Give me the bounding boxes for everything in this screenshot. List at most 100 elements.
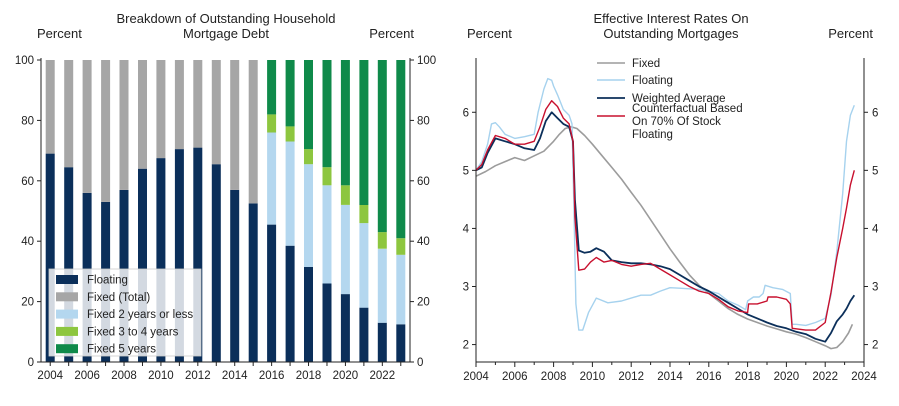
line-legend-label-line: Floating: [632, 129, 673, 141]
line-legend-label: Weighted Average: [632, 93, 726, 105]
bar-2022-fixed-5-years: [377, 60, 387, 233]
bar-right-tick-label: 60: [417, 176, 430, 188]
bar-x-tick-label: 2006: [74, 370, 100, 382]
bar-left-tick-label: 40: [21, 236, 34, 248]
bar-2020-fixed-3-to-4-years: [340, 185, 350, 205]
interest-rate-line-chart: Effective Interest Rates On Outstanding …: [463, 11, 879, 383]
bar-2004-floating: [45, 153, 55, 362]
bar-2018-floating: [304, 266, 313, 362]
bar-2011-fixed-total-: [174, 60, 184, 150]
bar-right-tick-label: 40: [417, 236, 430, 248]
bar-legend-swatch: [56, 309, 78, 319]
bar-2006-fixed-total-: [82, 60, 92, 193]
bar-2016-fixed-5-years: [267, 60, 277, 115]
line-left-tick-label: 5: [463, 165, 469, 177]
bar-chart-left-unit-label: Percent: [37, 26, 82, 41]
bar-right-tick-label: 20: [417, 297, 430, 309]
bar-2005-fixed-total-: [64, 60, 74, 168]
bar-x-tick-label: 2008: [111, 370, 137, 382]
line-x-tick-label: 2024: [851, 371, 877, 383]
line-x-tick-label: 2020: [774, 371, 800, 383]
bar-legend-label: Fixed 3 to 4 years: [87, 326, 179, 338]
bar-left-tick-label: 100: [15, 55, 34, 67]
bar-2023-floating: [396, 324, 406, 363]
bar-2020-fixed-2-years-or-less: [340, 205, 350, 295]
bar-2020-floating: [340, 294, 350, 362]
line-chart-legend: Fixed Floating Weighted AverageCounterfact…: [597, 58, 743, 141]
bar-2018-fixed-3-to-4-years: [304, 149, 313, 165]
bar-x-tick-label: 2022: [370, 370, 396, 382]
bar-left-tick-label: 0: [28, 357, 34, 369]
line-legend-label-line: Counterfactual Based: [632, 103, 743, 115]
line-series-floating: [475, 77, 855, 331]
bar-2019-fixed-2-years-or-less: [322, 185, 332, 284]
bar-x-tick-label: 2010: [148, 370, 174, 382]
bar-legend-swatch: [56, 292, 78, 302]
line-x-tick-label: 2014: [657, 371, 683, 383]
bar-legend-label: Fixed (Total): [87, 292, 150, 304]
bar-right-tick-label: 80: [417, 115, 430, 127]
line-chart-right-unit-label: Percent: [828, 26, 873, 41]
bar-2012-fixed-total-: [193, 60, 203, 148]
bar-2014-fixed-total-: [230, 60, 240, 190]
bar-2016-fixed-2-years-or-less: [267, 132, 277, 225]
line-chart-title-line-2: Outstanding Mortgages: [603, 26, 739, 41]
bar-legend-swatch: [56, 275, 78, 284]
bar-2009-fixed-total-: [138, 60, 147, 169]
bar-x-tick-label: 2004: [37, 370, 63, 382]
bar-2008-fixed-total-: [119, 60, 129, 190]
line-left-tick-label: 3: [463, 282, 469, 294]
bar-2021-fixed-2-years-or-less: [359, 223, 369, 308]
bar-2022-fixed-2-years-or-less: [377, 248, 387, 323]
bar-2011-floating: [174, 149, 184, 362]
line-x-tick-label: 2010: [580, 371, 606, 383]
line-x-tick-label: 2006: [502, 371, 528, 383]
bar-2013-fixed-total-: [211, 60, 221, 165]
bar-chart-legend: Floating Fixed (Total) Fixed 2 years or le…: [48, 268, 202, 357]
line-legend-label: Fixed: [632, 58, 660, 70]
line-x-tick-label: 2012: [618, 371, 644, 383]
bar-2017-fixed-3-to-4-years: [285, 126, 295, 142]
bar-2021-fixed-5-years: [359, 60, 369, 205]
line-legend-label-line: On 70% Of Stock: [632, 116, 721, 128]
line-left-tick-label: 6: [463, 107, 469, 119]
bar-2005-floating: [64, 167, 74, 362]
bar-2022-floating: [377, 322, 387, 362]
line-left-tick-label: 4: [463, 223, 470, 235]
bar-x-tick-label: 2016: [259, 370, 285, 382]
bar-legend-swatch: [56, 326, 78, 336]
bar-x-tick-label: 2012: [185, 370, 211, 382]
bar-2018-fixed-2-years-or-less: [304, 164, 313, 267]
line-x-tick-label: 2016: [696, 371, 722, 383]
bar-2004-fixed-total-: [45, 60, 55, 154]
bar-2017-floating: [285, 245, 295, 362]
line-left-tick-label: 2: [463, 340, 469, 352]
line-x-tick-label: 2008: [541, 371, 567, 383]
bar-2019-fixed-3-to-4-years: [322, 167, 332, 186]
bar-2015-fixed-total-: [248, 60, 258, 204]
line-chart-title-line-1: Effective Interest Rates On: [593, 11, 748, 26]
bar-x-tick-label: 2014: [222, 370, 248, 382]
line-x-tick-label: 2004: [463, 371, 489, 383]
line-series-counterfactual-based-on-70-of-stock-floating: [475, 99, 855, 331]
line-chart-axes: 2 2 3 3 4 4 5 5 6 6 2004 2006 2008 2010 2012 2014 2016 20…: [463, 58, 879, 383]
line-x-tick-label: 2018: [735, 371, 761, 383]
bar-legend-swatch: [56, 344, 78, 354]
line-chart-series: [475, 77, 856, 350]
bar-right-tick-label: 0: [417, 357, 423, 369]
line-chart-left-unit-label: Percent: [467, 26, 512, 41]
line-x-tick-label: 2022: [812, 371, 838, 383]
bar-chart-title-line-2: Mortgage Debt: [183, 26, 269, 41]
line-right-tick-label: 2: [872, 340, 878, 352]
bar-left-tick-label: 80: [21, 115, 34, 127]
bar-2023-fixed-5-years: [396, 60, 406, 239]
bar-2017-fixed-2-years-or-less: [285, 141, 295, 246]
bar-legend-label: Fixed 2 years or less: [87, 309, 193, 321]
bar-2022-fixed-3-to-4-years: [377, 232, 387, 249]
bar-2012-floating: [193, 147, 203, 362]
line-right-tick-label: 3: [872, 282, 878, 294]
bar-x-tick-label: 2018: [296, 370, 322, 382]
bar-2023-fixed-3-to-4-years: [396, 238, 406, 255]
